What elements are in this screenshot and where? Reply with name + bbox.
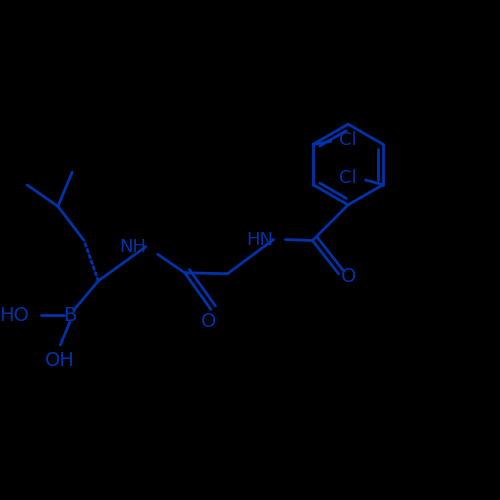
Text: Cl: Cl xyxy=(339,130,357,148)
Text: OH: OH xyxy=(46,350,75,370)
Text: O: O xyxy=(201,312,216,330)
Text: HO: HO xyxy=(0,306,30,324)
Text: NH: NH xyxy=(119,238,146,256)
Text: HN: HN xyxy=(246,230,274,248)
Text: B: B xyxy=(63,306,76,324)
Text: O: O xyxy=(342,266,356,285)
Text: Cl: Cl xyxy=(340,168,357,186)
